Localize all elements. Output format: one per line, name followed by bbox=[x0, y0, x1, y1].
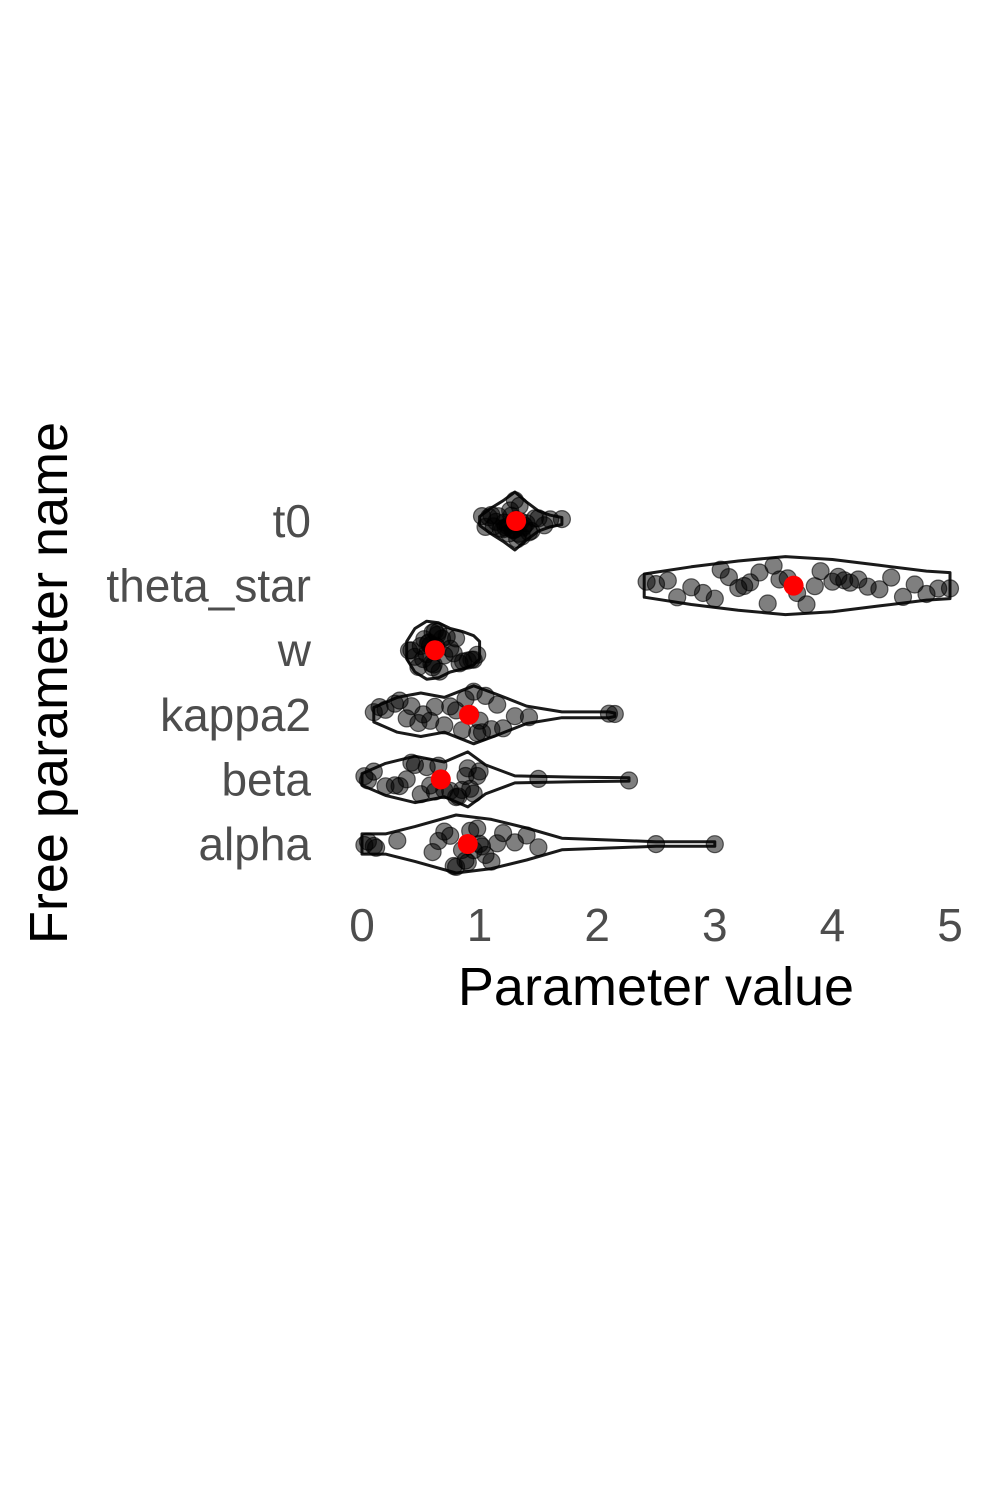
data-point-theta_star bbox=[658, 571, 677, 590]
x-tick-label: 0 bbox=[349, 899, 375, 951]
y-tick-label: beta bbox=[221, 753, 311, 805]
data-point-theta_star bbox=[905, 575, 924, 594]
data-point-beta bbox=[619, 771, 639, 790]
data-point-beta bbox=[397, 770, 416, 789]
mean-marker-t0 bbox=[506, 511, 527, 531]
data-point-theta_star bbox=[811, 562, 830, 581]
data-point-kappa2 bbox=[425, 697, 444, 716]
x-tick-labels: 0 1 2 3 4 5 bbox=[349, 899, 963, 951]
data-point-alpha bbox=[705, 835, 724, 854]
data-point-theta_star bbox=[882, 568, 901, 587]
data-point-alpha bbox=[367, 838, 386, 857]
mean-markers-layer bbox=[424, 511, 804, 854]
data-point-alpha bbox=[388, 831, 407, 850]
violin-layer bbox=[360, 490, 952, 875]
data-point-beta bbox=[529, 769, 548, 789]
data-point-kappa2 bbox=[494, 719, 513, 738]
mean-marker-alpha bbox=[457, 834, 478, 854]
data-point-alpha bbox=[468, 819, 487, 838]
data-point-kappa2 bbox=[605, 704, 624, 724]
mean-marker-w bbox=[424, 640, 445, 661]
y-tick-label: theta_star bbox=[106, 560, 311, 612]
y-axis-title: Free parameter name bbox=[19, 422, 79, 944]
data-point-kappa2 bbox=[435, 716, 454, 735]
x-axis-title: Parameter value bbox=[458, 957, 854, 1017]
points-layer bbox=[355, 491, 960, 877]
data-point-theta_star bbox=[797, 595, 816, 614]
data-point-kappa2 bbox=[519, 708, 539, 727]
x-tick-label: 1 bbox=[467, 899, 493, 951]
data-point-theta_star bbox=[940, 579, 960, 598]
data-point-w bbox=[430, 662, 449, 681]
x-tick-label: 2 bbox=[584, 899, 610, 951]
data-point-alpha bbox=[529, 838, 548, 857]
data-point-t0 bbox=[552, 509, 572, 529]
x-tick-label: 3 bbox=[702, 899, 728, 951]
data-point-w bbox=[447, 629, 466, 648]
x-tick-label: 5 bbox=[937, 899, 963, 951]
data-point-alpha bbox=[517, 826, 536, 845]
data-point-beta bbox=[364, 762, 383, 781]
data-point-alpha bbox=[441, 826, 460, 845]
data-point-w bbox=[468, 645, 487, 664]
y-tick-label: alpha bbox=[198, 818, 311, 870]
data-point-theta_star bbox=[705, 589, 724, 608]
data-point-beta bbox=[470, 762, 489, 781]
mean-marker-kappa2 bbox=[459, 704, 479, 725]
x-tick-label: 4 bbox=[820, 899, 846, 951]
data-point-theta_star bbox=[870, 580, 889, 599]
mean-marker-theta_star bbox=[783, 575, 804, 596]
data-point-theta_star bbox=[668, 588, 687, 607]
data-point-theta_star bbox=[893, 587, 913, 607]
y-tick-label: kappa2 bbox=[160, 689, 311, 741]
data-point-alpha bbox=[482, 852, 501, 871]
mean-marker-beta bbox=[430, 769, 451, 790]
data-point-alpha bbox=[646, 834, 666, 854]
data-point-theta_star bbox=[758, 594, 777, 613]
y-tick-label: w bbox=[277, 624, 312, 676]
data-point-kappa2 bbox=[488, 695, 507, 714]
data-point-beta bbox=[464, 784, 483, 803]
y-tick-label: t0 bbox=[273, 495, 311, 547]
